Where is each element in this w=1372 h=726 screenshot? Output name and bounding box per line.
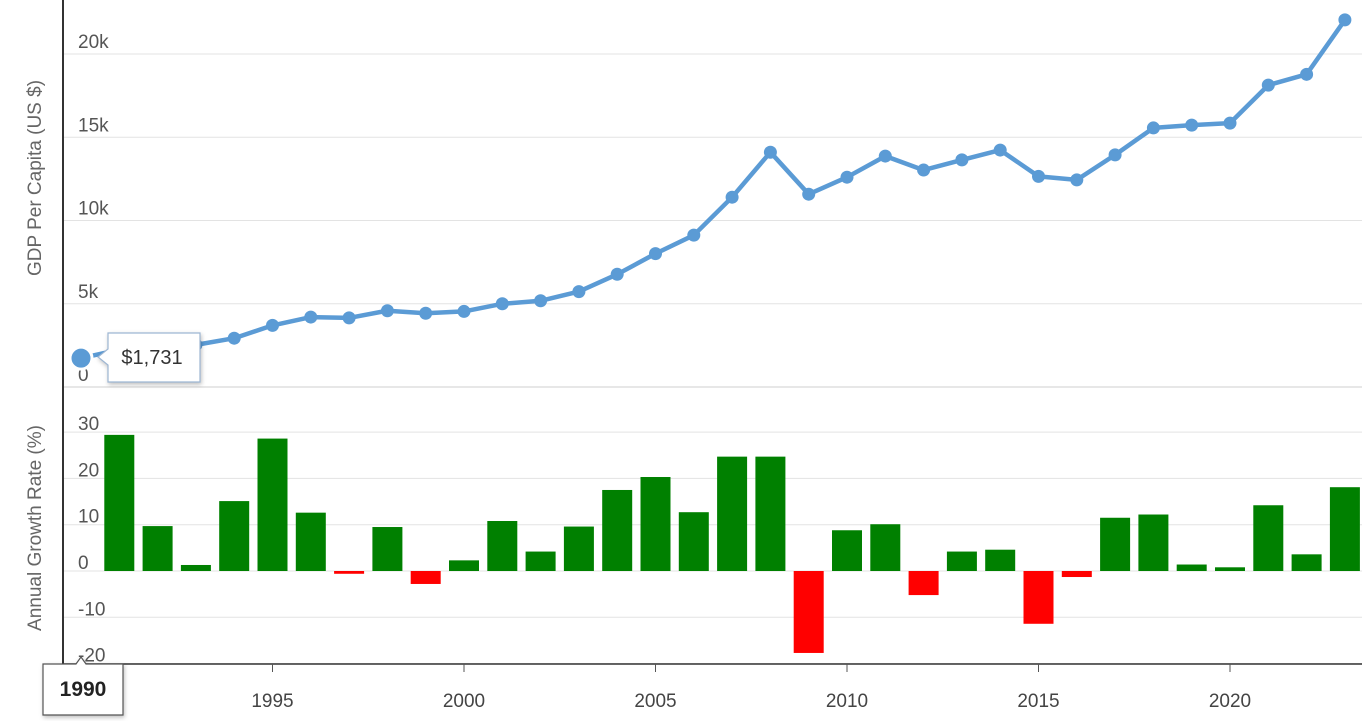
growth-bar	[295, 512, 326, 571]
growth-bar	[946, 551, 977, 571]
gdp-point	[266, 318, 279, 332]
growth-bar	[334, 571, 365, 574]
growth-y-tick-label: 30	[78, 414, 99, 435]
growth-bar	[372, 527, 403, 571]
growth-bar	[180, 564, 211, 571]
year-tooltip: 1990	[42, 655, 124, 716]
gdp-point	[649, 247, 662, 261]
growth-bar	[410, 571, 441, 584]
growth-bar	[717, 456, 748, 571]
gdp-point	[1108, 148, 1122, 162]
gdp-y-tick-label: 0	[78, 365, 89, 386]
growth-y-tick-label: 20	[78, 460, 99, 481]
gdp-point	[802, 187, 816, 201]
gdp-point	[304, 310, 318, 324]
line-layer	[78, 13, 1352, 361]
gdp-y-tick-label: 5k	[78, 282, 99, 303]
gdp-line	[78, 17, 1348, 361]
growth-bar	[832, 530, 862, 571]
growth-bar	[104, 434, 135, 571]
gdp-point	[610, 267, 624, 281]
x-tick-label: 2000	[443, 691, 485, 712]
gdp-point	[763, 145, 777, 159]
gdp-point	[687, 228, 701, 242]
growth-bar	[1253, 505, 1284, 571]
growth-axis-title: Annual Growth Rate (%)	[25, 425, 46, 631]
growth-bar	[908, 571, 939, 596]
gdp-point	[227, 331, 241, 345]
gdp-point	[1146, 121, 1160, 135]
gdp-point	[878, 149, 892, 163]
growth-bar	[1023, 571, 1054, 624]
x-tick-label: 1995	[251, 691, 293, 712]
gdp-y-tick-label: 10k	[78, 199, 109, 220]
tooltip-layer[interactable]: $1,731 1990	[42, 332, 201, 716]
growth-bar	[1291, 554, 1322, 571]
gdp-point	[457, 304, 471, 318]
gdp-point	[419, 306, 433, 320]
gdp-y-tick-label: 20k	[78, 32, 109, 53]
growth-bar	[640, 477, 671, 571]
gdp-point	[380, 304, 394, 318]
gdp-point	[955, 153, 969, 167]
growth-bar	[985, 549, 1016, 571]
gdp-point	[840, 170, 854, 184]
gdp-point	[495, 297, 509, 311]
gdp-point	[1070, 173, 1084, 187]
gdp-point	[725, 190, 739, 204]
gdp-point	[534, 294, 548, 308]
hover-point[interactable]	[68, 345, 94, 371]
bars-layer	[104, 434, 1360, 653]
gdp-point	[1300, 67, 1314, 81]
year-tooltip-label: 1990	[60, 678, 107, 701]
gdp-point	[1261, 78, 1275, 92]
axes-layer	[62, 0, 1362, 672]
gdp-y-tick-label: 15k	[78, 115, 109, 136]
growth-y-tick-label: 10	[78, 507, 99, 528]
gdp-point	[1338, 13, 1352, 27]
value-tooltip: $1,731	[97, 332, 201, 383]
growth-bar	[525, 551, 556, 571]
x-tick-label: 2005	[634, 691, 676, 712]
growth-bar	[793, 571, 824, 653]
growth-bar	[1138, 514, 1169, 571]
growth-y-tick-label: -20	[78, 646, 105, 667]
x-tick-label: 2015	[1017, 691, 1059, 712]
gdp-point	[917, 163, 931, 177]
gdp-point	[1185, 118, 1199, 132]
growth-bar	[1176, 564, 1207, 571]
year-tooltip-box	[42, 655, 124, 716]
gdp-point	[1223, 116, 1237, 130]
growth-bar	[257, 438, 288, 571]
growth-bar	[1215, 567, 1245, 571]
growth-bar	[1100, 517, 1131, 571]
tooltip-box	[97, 332, 201, 383]
growth-y-tick-label: -10	[78, 599, 105, 620]
gdp-axis-title: GDP Per Capita (US $)	[25, 80, 46, 276]
growth-bar	[219, 501, 250, 571]
gdp-point	[572, 285, 586, 299]
growth-bar	[563, 526, 594, 571]
gdp-point	[993, 143, 1007, 157]
growth-bar	[755, 456, 786, 571]
growth-bar	[1329, 487, 1360, 571]
growth-bar	[449, 560, 479, 571]
gdp-point	[1032, 169, 1045, 183]
x-tick-label: 2010	[826, 691, 868, 712]
growth-bar	[142, 526, 173, 571]
growth-bar	[678, 512, 709, 571]
growth-bar	[487, 520, 518, 571]
gdp-point	[342, 311, 356, 325]
growth-bar	[870, 524, 901, 571]
grid-layer	[63, 53, 1362, 665]
growth-bar	[602, 489, 633, 571]
growth-bar	[1061, 571, 1092, 578]
tooltip-value: $1,731	[121, 347, 182, 369]
x-tick-label: 2020	[1209, 691, 1251, 712]
growth-y-tick-label: 0	[78, 553, 89, 574]
